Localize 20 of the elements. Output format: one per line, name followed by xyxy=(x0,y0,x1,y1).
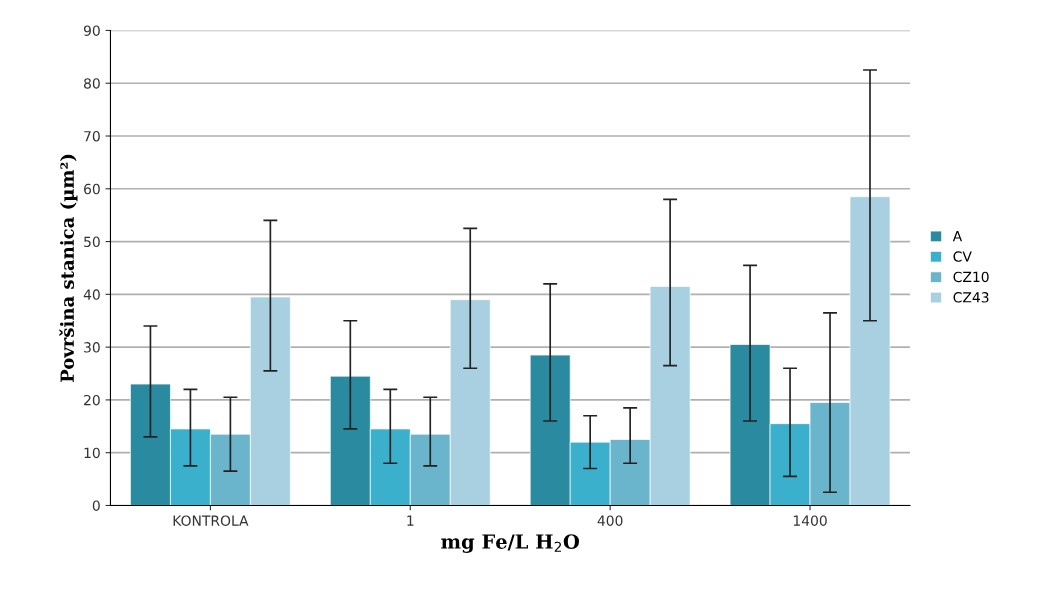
x-tick-label: 400 xyxy=(597,515,623,526)
y-tick-label: 70 xyxy=(84,130,100,142)
x-axis-title: mg Fe/L H$_{2}$O xyxy=(441,534,580,553)
x-tick-label: 1 xyxy=(407,515,414,526)
x-tick-label: KONTROLA xyxy=(173,515,249,526)
y-tick-label: 0 xyxy=(92,500,100,511)
y-tick-label: 80 xyxy=(84,78,100,89)
y-tick-label: 40 xyxy=(83,289,100,300)
legend-label: A xyxy=(952,231,963,242)
y-tick-label: 30 xyxy=(84,342,100,353)
legend-label: CZ43 xyxy=(953,292,989,303)
y-tick-label: 50 xyxy=(84,236,100,248)
y-tick-label: 20 xyxy=(84,394,100,406)
y-tick-label: 90 xyxy=(83,25,100,36)
y-tick-label: 10 xyxy=(84,447,100,459)
y-tick-label: 60 xyxy=(84,183,100,195)
legend-label: CZ10 xyxy=(953,271,989,283)
legend-label: CV xyxy=(953,251,972,262)
x-tick-label: 1400 xyxy=(793,515,827,526)
y-axis-title: Površina stanica (µm²) xyxy=(59,154,78,382)
